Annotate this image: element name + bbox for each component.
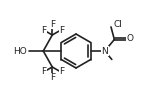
Text: HO: HO [13, 46, 27, 56]
Text: Cl: Cl [114, 20, 123, 29]
Text: F: F [41, 67, 46, 77]
Text: N: N [101, 46, 108, 56]
Text: O: O [127, 34, 134, 43]
Text: F: F [50, 19, 55, 29]
Text: F: F [41, 26, 46, 35]
Text: F: F [59, 26, 65, 35]
Text: F: F [59, 67, 65, 77]
Text: F: F [50, 74, 55, 83]
